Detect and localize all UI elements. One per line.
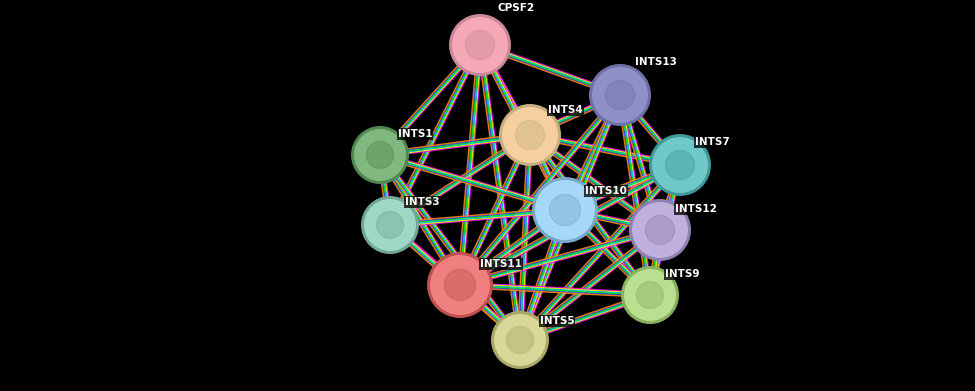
- Circle shape: [605, 81, 635, 109]
- Circle shape: [445, 269, 476, 301]
- Circle shape: [364, 199, 416, 251]
- Circle shape: [361, 196, 419, 254]
- Circle shape: [666, 151, 694, 179]
- Circle shape: [645, 215, 675, 244]
- Circle shape: [430, 255, 490, 315]
- Text: INTS7: INTS7: [695, 137, 729, 147]
- Circle shape: [624, 269, 676, 321]
- Circle shape: [465, 30, 494, 59]
- Circle shape: [449, 14, 511, 76]
- Circle shape: [354, 129, 406, 181]
- Circle shape: [549, 194, 580, 226]
- Text: INTS5: INTS5: [540, 316, 574, 326]
- Text: INTS13: INTS13: [635, 57, 677, 67]
- Text: INTS11: INTS11: [480, 259, 522, 269]
- Circle shape: [351, 126, 409, 184]
- Circle shape: [494, 314, 546, 366]
- Circle shape: [592, 67, 648, 123]
- Circle shape: [637, 282, 664, 308]
- Text: INTS1: INTS1: [398, 129, 433, 139]
- Text: INTS10: INTS10: [585, 186, 627, 196]
- Circle shape: [506, 326, 533, 353]
- Circle shape: [516, 120, 545, 150]
- Circle shape: [367, 142, 394, 169]
- Circle shape: [452, 17, 508, 73]
- Circle shape: [632, 202, 688, 258]
- Circle shape: [427, 252, 493, 318]
- Text: CPSF2: CPSF2: [498, 3, 535, 13]
- Circle shape: [621, 266, 679, 324]
- Circle shape: [652, 137, 708, 193]
- Circle shape: [376, 212, 404, 239]
- Text: INTS12: INTS12: [675, 204, 717, 214]
- Circle shape: [491, 311, 549, 369]
- Circle shape: [535, 180, 595, 240]
- Text: INTS4: INTS4: [548, 105, 583, 115]
- Circle shape: [532, 177, 598, 243]
- Text: INTS9: INTS9: [665, 269, 699, 279]
- Circle shape: [629, 199, 691, 261]
- Circle shape: [499, 104, 561, 166]
- Text: INTS3: INTS3: [405, 197, 440, 207]
- Circle shape: [502, 107, 558, 163]
- Circle shape: [649, 134, 711, 196]
- Circle shape: [589, 64, 651, 126]
